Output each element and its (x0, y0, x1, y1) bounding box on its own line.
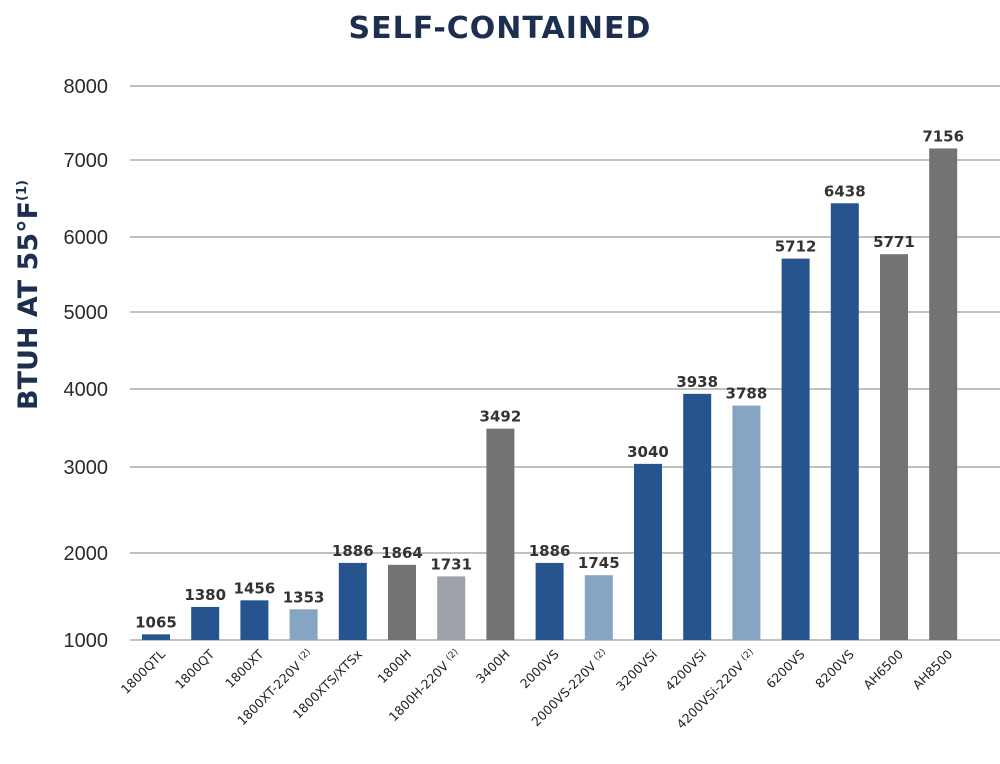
value-label: 3788 (726, 385, 768, 403)
chart-title: SELF-CONTAINED (349, 11, 652, 46)
x-tick-text: 4200VSi (662, 647, 709, 694)
bar (880, 254, 908, 641)
value-label: 1380 (184, 586, 226, 604)
y-tick-label: 5000 (64, 302, 109, 324)
bar (781, 258, 810, 640)
x-tick-label: 3200VSi (613, 647, 660, 694)
bar (388, 564, 416, 640)
value-label: 3040 (627, 443, 669, 461)
value-labels: 1065 1380 1456 1353 1886 1864 1731 3492 1886 1745… (135, 127, 964, 631)
value-label: 3938 (676, 373, 718, 391)
value-label: 7156 (922, 127, 964, 145)
x-tick-text: 1800QTL (118, 646, 168, 696)
x-tick-label: 4200VSi (662, 647, 709, 694)
value-label: 1353 (283, 588, 325, 606)
x-tick-text: 1800H (374, 647, 414, 687)
x-tick-text: 6200VS (763, 646, 808, 691)
bar (584, 575, 613, 640)
svg-text:BTUH AT 55°F(1): BTUH AT 55°F(1) (13, 180, 44, 410)
bar (486, 428, 515, 640)
y-axis-title-text: BTUH AT 55°F (13, 201, 44, 410)
bar (191, 606, 220, 640)
x-tick-label: AH6500 (860, 646, 906, 692)
x-tick-text: 8200VS (812, 646, 857, 691)
value-label: 3492 (480, 408, 522, 426)
x-tick-note: (2) (740, 647, 756, 663)
y-tick-label: 4000 (64, 379, 109, 401)
x-tick-text: 3200VSi (613, 647, 660, 694)
x-tick-text: AH8500 (910, 646, 956, 692)
bars (142, 148, 958, 641)
bar (683, 393, 712, 640)
y-tick-label: 7000 (64, 150, 109, 172)
x-tick-label: 6200VS (763, 646, 808, 691)
y-tick-label: 3000 (64, 457, 109, 479)
bar (830, 203, 859, 641)
bar (929, 148, 958, 640)
bar (732, 405, 761, 640)
x-tick-label: 8200VS (812, 646, 857, 691)
y-tick-label: 1000 (64, 630, 109, 652)
x-tick-note: (2) (592, 647, 608, 663)
value-label: 1456 (234, 579, 276, 597)
gridlines (130, 85, 1000, 641)
x-tick-text: 2000VS (517, 646, 562, 691)
x-tick-text: 1800XT (222, 646, 267, 691)
value-label: 1745 (578, 554, 620, 572)
y-axis-ticks: 1000 2000 3000 4000 5000 6000 7000 8000 (64, 76, 109, 652)
value-label: 6438 (824, 182, 866, 200)
value-label: 1864 (381, 544, 423, 562)
x-tick-label: 1800H (374, 647, 414, 687)
value-label: 1065 (135, 613, 177, 631)
bar (535, 562, 564, 640)
value-label: 5771 (873, 233, 915, 251)
y-tick-label: 8000 (64, 76, 109, 98)
value-label: 5712 (775, 238, 817, 256)
bar (437, 576, 466, 640)
x-tick-note: (2) (444, 647, 460, 663)
x-tick-label: 2000VS (517, 646, 562, 691)
bar (338, 562, 367, 640)
bar (240, 600, 269, 640)
x-tick-label: 1800QTL (118, 646, 168, 696)
x-tick-label: 1800XT (222, 646, 267, 691)
x-tick-text: AH6500 (860, 646, 906, 692)
value-label: 1731 (430, 555, 472, 573)
bar (289, 609, 318, 640)
x-tick-label: 1800QT (172, 646, 218, 692)
y-axis-title: BTUH AT 55°F(1) (13, 180, 44, 410)
x-tick-label: AH8500 (910, 646, 956, 692)
bar (142, 634, 170, 640)
bar (634, 463, 662, 640)
y-axis-title-note: (1) (15, 180, 30, 201)
value-label: 1886 (529, 542, 571, 560)
x-tick-text: 1800QT (172, 646, 218, 692)
x-tick-label: 3400H (473, 647, 513, 687)
value-label: 1886 (332, 542, 374, 560)
x-axis-ticks: 1800QTL 1800QT 1800XT1800XT-220V(2)1800XTS… (118, 646, 956, 731)
y-tick-label: 6000 (64, 227, 109, 249)
x-tick-note: (2) (297, 647, 313, 663)
x-tick-text: 3400H (473, 647, 513, 687)
y-tick-label: 2000 (64, 543, 109, 565)
